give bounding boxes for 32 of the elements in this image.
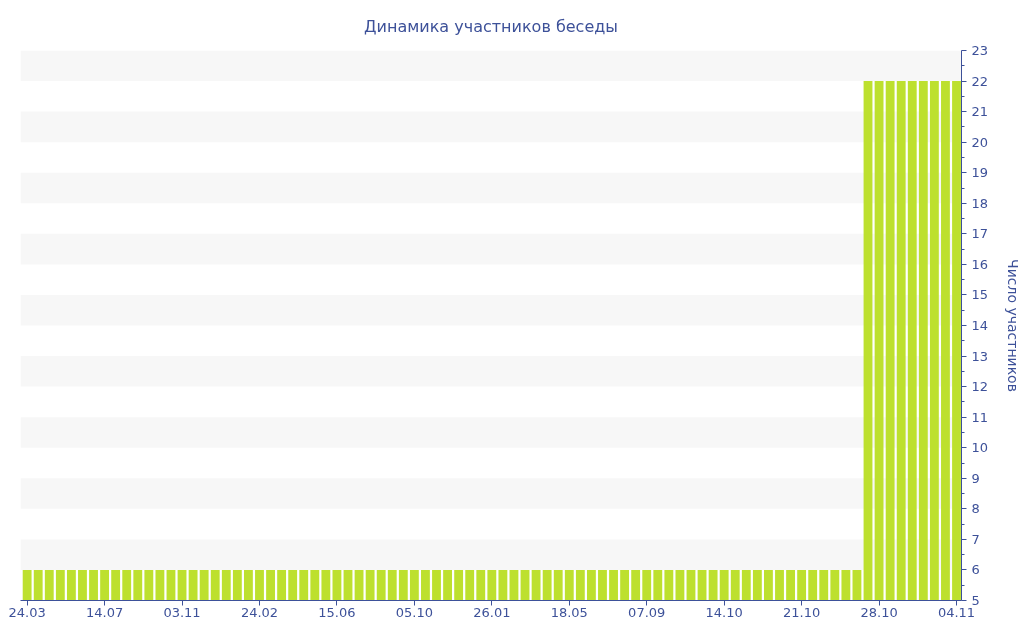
x-tick-label: 24.03 <box>8 604 46 620</box>
y-tick-label: 6 <box>971 562 980 578</box>
x-tick-label: 18.05 <box>550 604 588 620</box>
y-tick-label: 13 <box>971 348 989 364</box>
y-tick-label: 23 <box>971 43 989 58</box>
y-tick-label: 12 <box>971 379 989 395</box>
y-tick-label: 9 <box>971 470 980 486</box>
y-tick-label: 22 <box>971 73 989 89</box>
x-tick-label: 05.10 <box>395 604 433 620</box>
x-tick-label: 28.10 <box>860 604 898 620</box>
x-tick-label: 03.11 <box>163 604 201 620</box>
x-tick-label: 14.10 <box>705 604 743 620</box>
x-tick-label: 15.06 <box>318 604 356 620</box>
x-tick-label: 21.10 <box>783 604 821 620</box>
y-tick-label: 11 <box>971 409 989 425</box>
x-tick-label: 24.02 <box>240 604 279 620</box>
y-tick-label: 14 <box>971 318 989 333</box>
x-tick-label: 26.01 <box>473 604 511 620</box>
y-tick-label: 20 <box>971 134 989 150</box>
y-tick-label: 18 <box>971 195 989 211</box>
y-tick-label: 15 <box>971 287 989 303</box>
x-tick-label: 07.09 <box>628 604 666 620</box>
x-tick-label: 14.07 <box>85 604 124 620</box>
y-axis-title: Число участников <box>1005 259 1022 392</box>
y-tick-label: 7 <box>971 531 980 547</box>
chart-title: Динамика участников беседы <box>364 17 618 36</box>
y-tick-label: 10 <box>971 440 989 456</box>
y-tick-label: 21 <box>971 104 989 120</box>
y-tick-label: 8 <box>971 501 980 517</box>
y-tick-label: 16 <box>971 256 989 272</box>
y-tick-label: 19 <box>971 165 989 181</box>
y-tick-label: 17 <box>971 226 989 242</box>
